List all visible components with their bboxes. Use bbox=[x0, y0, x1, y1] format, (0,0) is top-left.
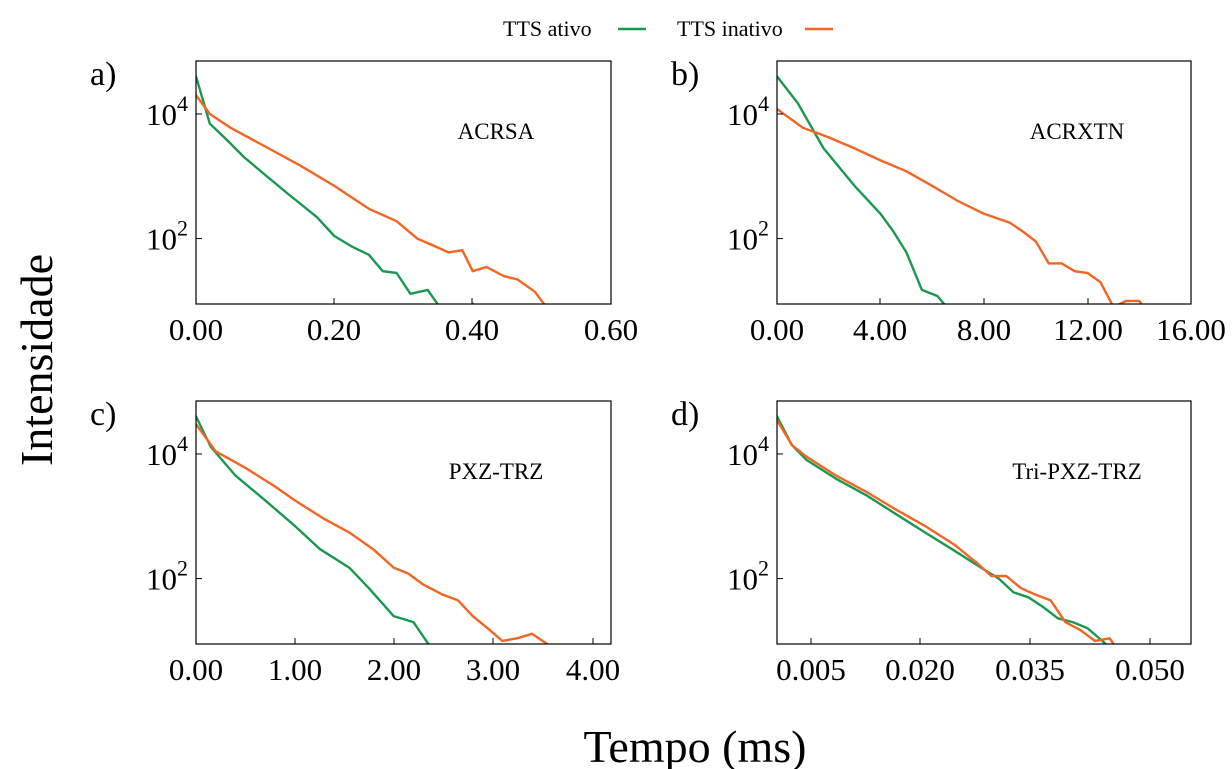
plot-frame bbox=[195, 60, 612, 305]
x-tick-label: 12.00 bbox=[1053, 312, 1123, 347]
x-tick-label: 1.00 bbox=[268, 652, 322, 687]
legend-label-inactive: TTS inativo bbox=[677, 16, 783, 41]
x-tick-label: 0.40 bbox=[445, 312, 499, 347]
panel-letter: a) bbox=[90, 56, 116, 93]
y-tick-label: 102 bbox=[146, 556, 188, 597]
panel-title: ACRXTN bbox=[1030, 119, 1125, 144]
panel-2: 104 102 0.00 4.00 8.00 12.00 16.00 b) ACRXTN bbox=[671, 56, 1226, 347]
y-tick-label: 104 bbox=[727, 91, 769, 132]
panels: 104 102 0.00 0.20 0.40 0.60 a) ACRSA 104 102 0.00 4… bbox=[90, 56, 1226, 687]
x-tick-label: 4.00 bbox=[566, 652, 620, 687]
plot-frame bbox=[195, 400, 612, 645]
x-tick-label: 0.00 bbox=[169, 312, 223, 347]
panel-title: PXZ-TRZ bbox=[449, 459, 544, 484]
x-axis-label: Tempo (ms) bbox=[584, 721, 807, 769]
y-tick-label: 104 bbox=[727, 431, 769, 472]
panel-1: 104 102 0.00 0.20 0.40 0.60 a) ACRSA bbox=[90, 56, 638, 347]
y-tick-label: 104 bbox=[146, 91, 188, 132]
panel-letter: c) bbox=[90, 396, 116, 433]
series-line-ativo bbox=[196, 75, 475, 304]
x-tick-label: 0.005 bbox=[776, 652, 846, 687]
y-axis-label: Intensidade bbox=[11, 254, 62, 466]
x-tick-label: 3.00 bbox=[466, 652, 520, 687]
x-tick-label: 0.00 bbox=[169, 652, 223, 687]
plot-frame bbox=[776, 60, 1192, 305]
series-line-inativo bbox=[777, 418, 1116, 644]
series-line-inativo bbox=[196, 423, 549, 644]
x-tick-label: 0.60 bbox=[584, 312, 638, 347]
panel-title: ACRSA bbox=[458, 119, 535, 144]
x-tick-label: 4.00 bbox=[853, 312, 907, 347]
panel-3: 104 102 0.00 1.00 2.00 3.00 4.00 c) PXZ-TRZ bbox=[90, 396, 620, 687]
x-tick-label: 0.020 bbox=[885, 652, 955, 687]
y-tick-label: 102 bbox=[727, 216, 769, 257]
plot-frame bbox=[776, 400, 1192, 645]
panel-letter: d) bbox=[671, 396, 699, 433]
series-line-inativo bbox=[777, 107, 1143, 304]
x-tick-label: 8.00 bbox=[957, 312, 1011, 347]
x-tick-label: 0.00 bbox=[750, 312, 804, 347]
legend: TTS ativo TTS inativo bbox=[503, 16, 833, 41]
legend-label-active: TTS ativo bbox=[503, 16, 592, 41]
panel-letter: b) bbox=[671, 56, 699, 93]
series-line-ativo bbox=[777, 415, 1108, 644]
y-tick-label: 104 bbox=[146, 431, 188, 472]
y-tick-label: 102 bbox=[727, 556, 769, 597]
x-tick-label: 16.00 bbox=[1156, 312, 1226, 347]
y-tick-label: 102 bbox=[146, 216, 188, 257]
x-tick-label: 2.00 bbox=[367, 652, 421, 687]
panel-4: 104 102 0.005 0.020 0.035 0.050 d) Tri-PXZ-TRZ bbox=[671, 396, 1192, 687]
x-tick-label: 0.20 bbox=[307, 312, 361, 347]
series-line-inativo bbox=[196, 93, 546, 304]
panel-title: Tri-PXZ-TRZ bbox=[1012, 459, 1142, 484]
x-tick-label: 0.050 bbox=[1115, 652, 1185, 687]
x-tick-label: 0.035 bbox=[995, 652, 1065, 687]
